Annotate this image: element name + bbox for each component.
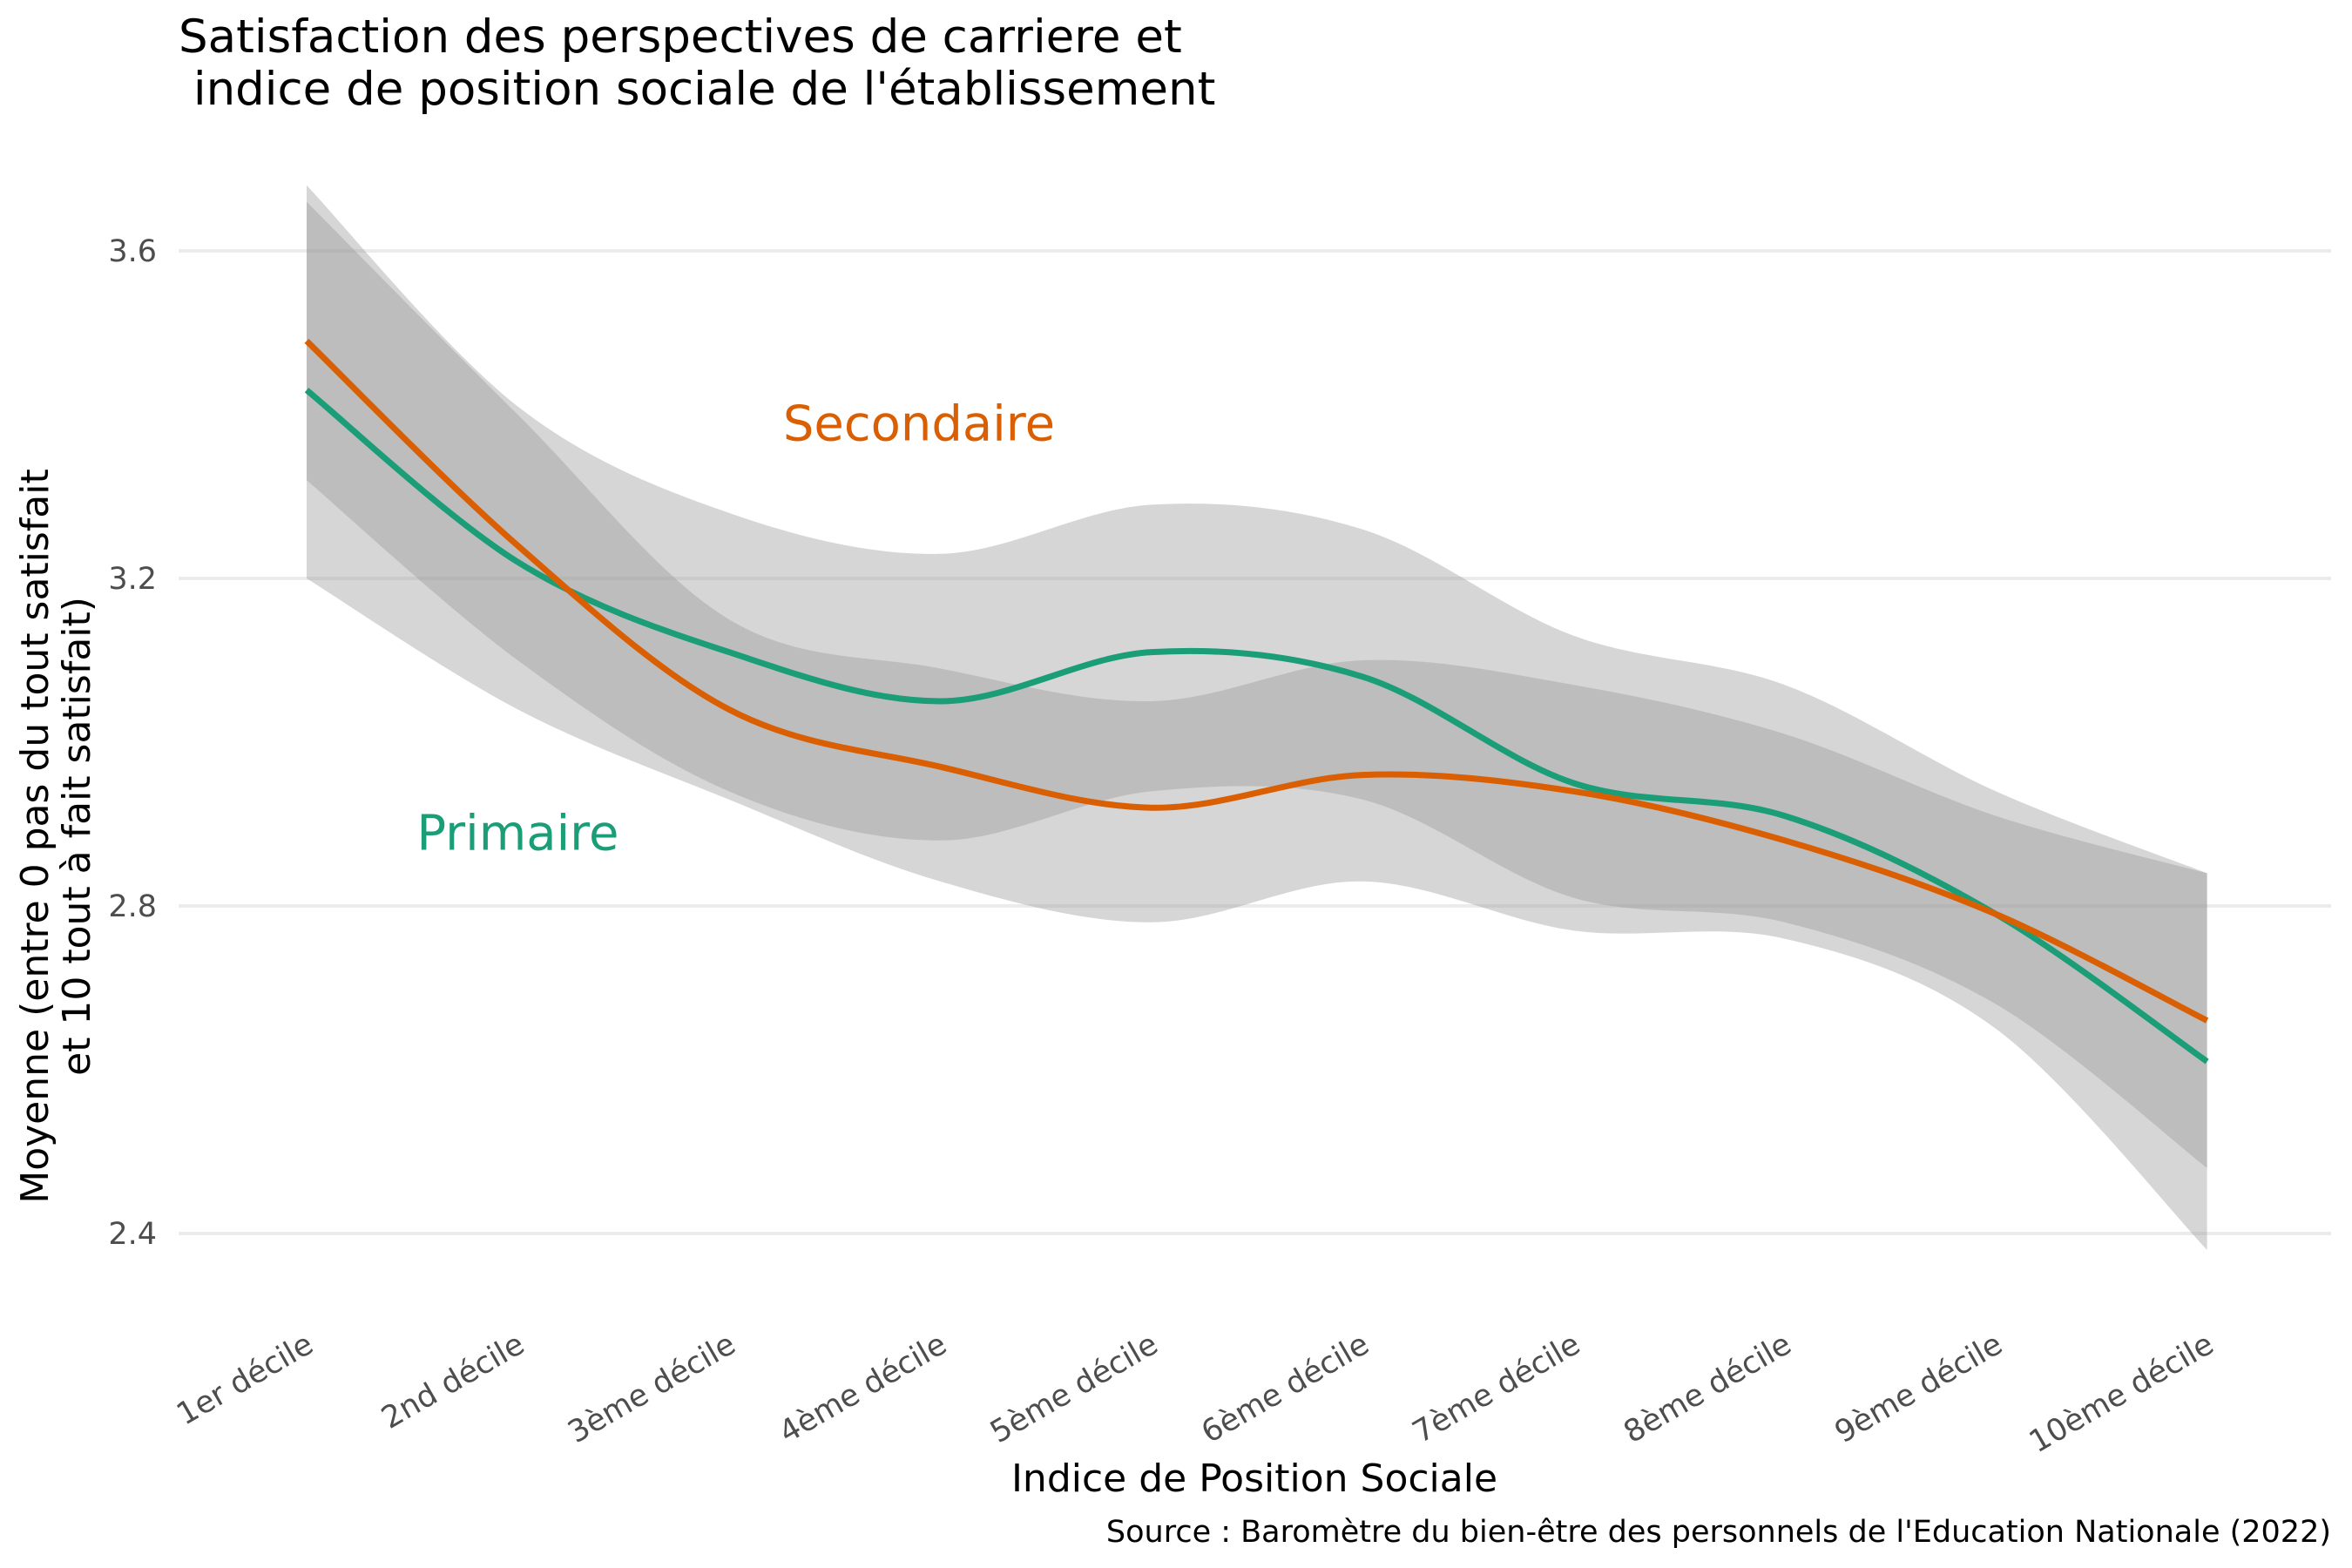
series-lines	[304, 338, 2209, 1064]
series-label-secondaire: Secondaire	[783, 395, 1055, 452]
confidence-ribbons	[307, 185, 2207, 1250]
y-tick-label: 2.4	[108, 1217, 157, 1252]
y-tick-label: 3.6	[108, 234, 157, 269]
series-line-secondaire	[304, 338, 2209, 1024]
y-axis-ticks: 2.4 2.8 3.2 3.6	[108, 234, 157, 1252]
x-tick-label: 1er décile	[171, 1327, 319, 1432]
x-tick-label: 2nd décile	[375, 1327, 530, 1436]
y-tick-label: 2.8	[108, 889, 157, 924]
x-tick-label: 3ème décile	[563, 1327, 742, 1450]
confidence-band-secondaire	[307, 201, 2207, 1168]
x-axis-title: Indice de Position Sociale	[1011, 1456, 1497, 1501]
series-line-primaire	[304, 388, 2209, 1064]
x-axis-ticks: 1er décile 2nd décile 3ème décile 4ème déci…	[171, 1327, 2220, 1460]
chart-title-line-2: indice de position sociale de l'établiss…	[179, 63, 1215, 116]
x-tick-label: 5ème décile	[984, 1327, 1164, 1450]
source-caption: Source : Baromètre du bien-être des pers…	[1106, 1515, 2331, 1550]
x-tick-label: 8ème décile	[1619, 1327, 1798, 1450]
y-tick-label: 3.2	[108, 562, 157, 597]
x-tick-label: 4ème décile	[774, 1327, 953, 1450]
x-tick-label: 9ème décile	[1829, 1327, 2009, 1450]
confidence-band-primaire	[307, 185, 2207, 1250]
x-tick-label: 10ème décile	[2024, 1327, 2220, 1460]
chart-title-line-1: Satisfaction des perspectives de carrier…	[179, 10, 1182, 64]
y-axis-title-line-2: et 10 tout à fait satisfait)	[55, 597, 99, 1076]
x-tick-label: 7ème décile	[1407, 1327, 1586, 1450]
series-labels: Secondaire Primaire	[416, 395, 1055, 862]
x-tick-label: 6ème décile	[1196, 1327, 1375, 1450]
series-label-primaire: Primaire	[416, 805, 618, 862]
y-axis-title-line-1: Moyenne (entre 0 pas du tout satisfait	[13, 469, 57, 1203]
